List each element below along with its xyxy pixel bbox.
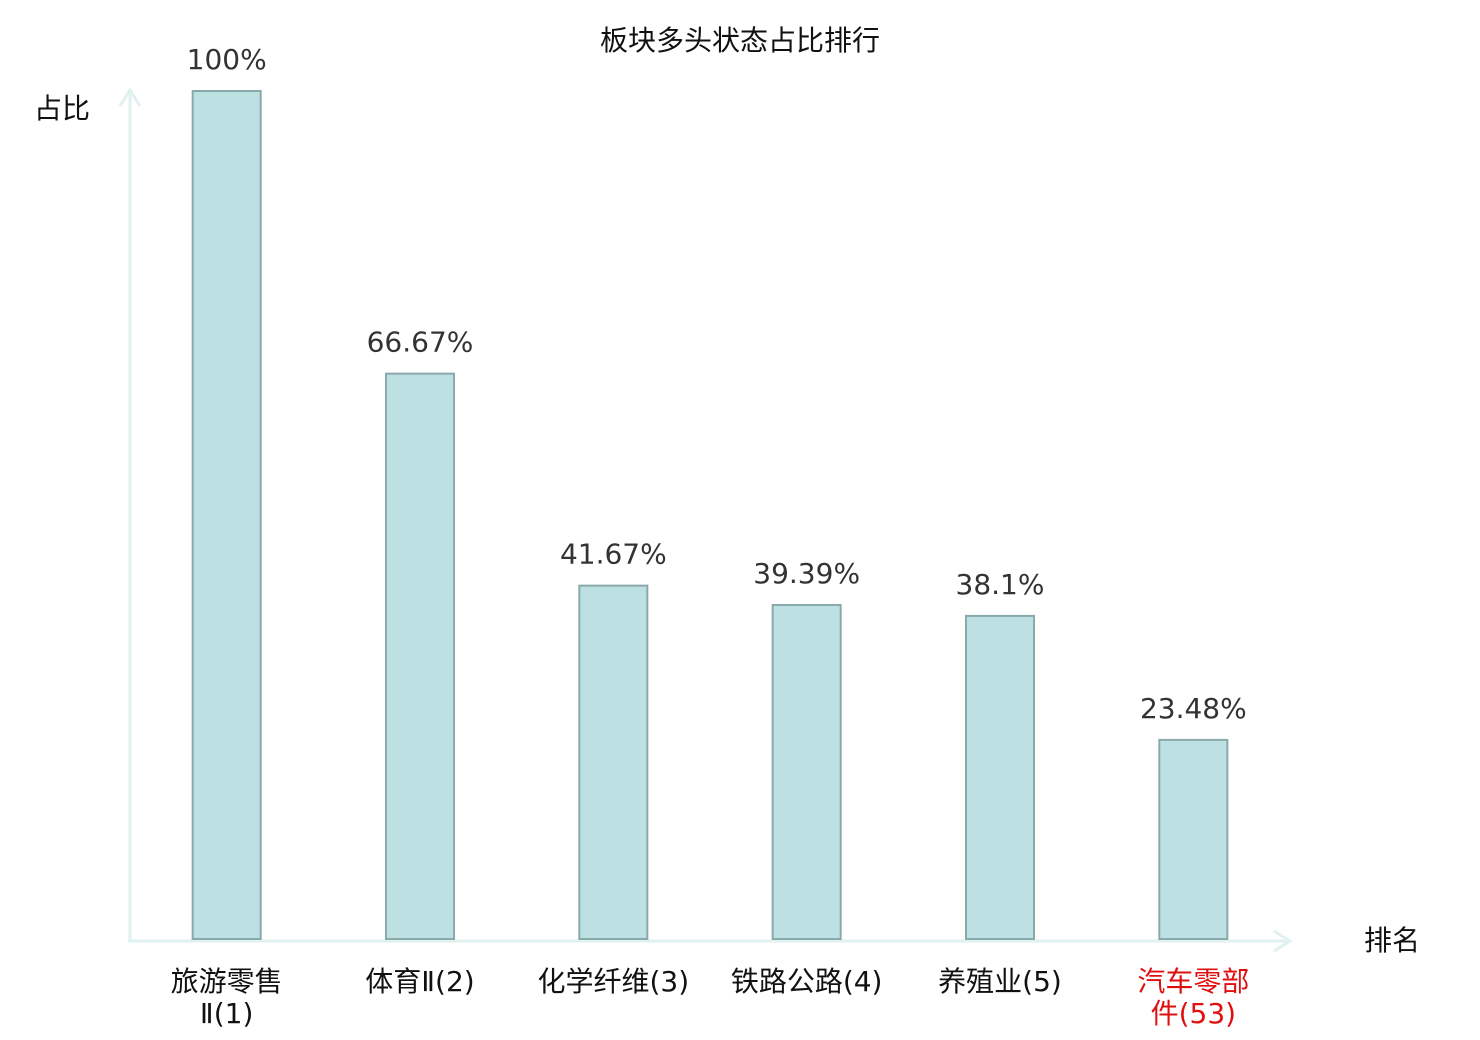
bar — [771, 603, 842, 940]
value-label: 100% — [187, 43, 267, 76]
chart-title: 板块多头状态占比排行 — [600, 24, 880, 57]
x-axis-arrow — [1273, 929, 1293, 953]
x-tick-label: 化学纤维(3) — [537, 965, 690, 998]
x-axis-label: 排名 — [1364, 924, 1420, 957]
value-label: 41.67% — [560, 538, 667, 571]
value-label: 23.48% — [1140, 692, 1247, 725]
x-tick-label: 旅游零售 Ⅱ(1) — [170, 965, 283, 1030]
bar — [385, 372, 455, 940]
x-tick-label: 体育Ⅱ(2) — [365, 965, 475, 998]
bar — [578, 584, 649, 941]
x-tick-label: 铁路公路(4) — [730, 965, 883, 998]
value-label: 39.39% — [753, 557, 860, 590]
bar — [191, 90, 262, 940]
y-axis-label: 占比 — [34, 92, 90, 125]
x-tick-label: 养殖业(5) — [938, 965, 1062, 998]
bar — [965, 614, 1035, 940]
bar — [1158, 738, 1229, 940]
y-axis-arrow — [118, 87, 142, 107]
value-label: 38.1% — [956, 568, 1045, 601]
value-label: 66.67% — [367, 326, 474, 359]
x-tick-label: 汽车零部 件(53) — [1137, 965, 1250, 1030]
